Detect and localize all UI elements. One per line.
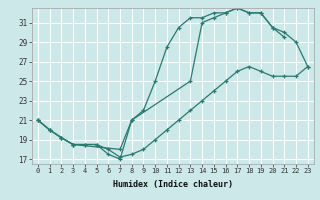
X-axis label: Humidex (Indice chaleur): Humidex (Indice chaleur) [113,180,233,189]
